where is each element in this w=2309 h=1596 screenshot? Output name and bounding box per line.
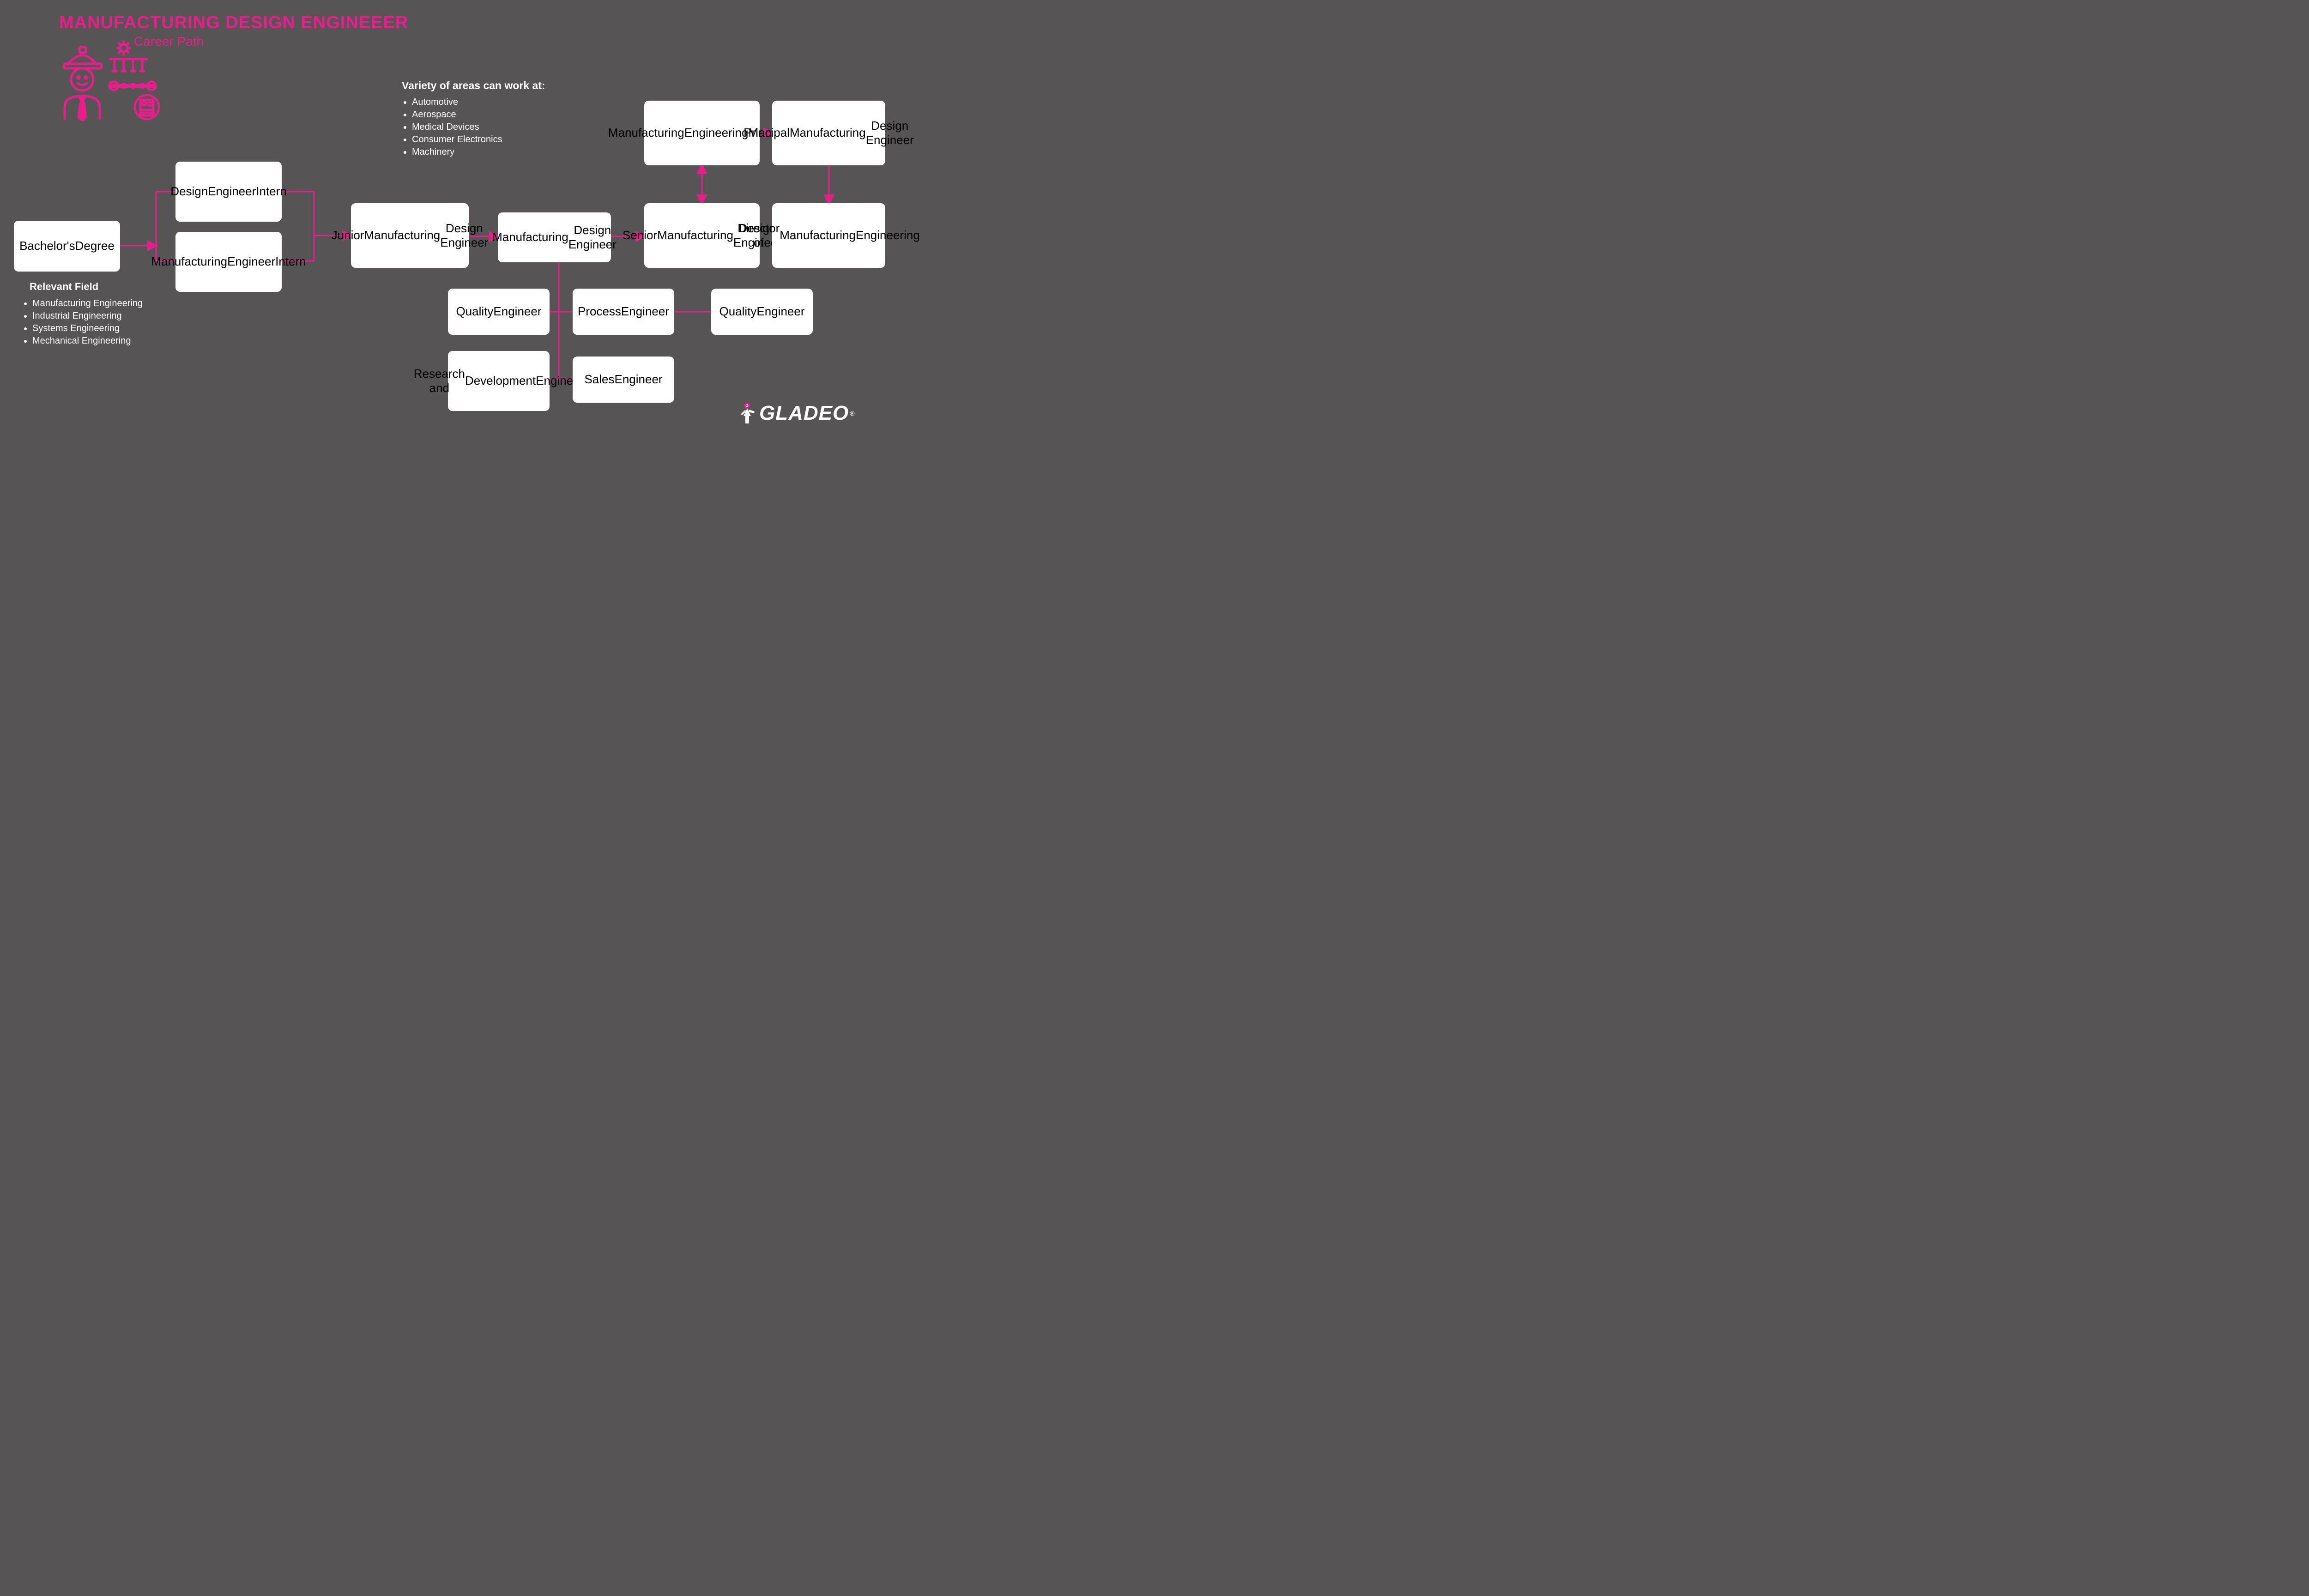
relevant-field-heading: Relevant Field — [30, 281, 98, 293]
node-mfg-engineering-manager: ManufacturingEngineeringManager — [644, 101, 760, 165]
relevant-field-list: Manufacturing Engineering Industrial Engi… — [22, 296, 143, 348]
relevant-list-item: Mechanical Engineering — [32, 336, 143, 346]
node-design-engineer-intern: DesignEngineerIntern — [175, 162, 282, 222]
node-principal-mde: PrincipalManufacturingDesign Engineer — [772, 101, 885, 165]
relevant-list-item: Industrial Engineering — [32, 311, 143, 321]
relevant-list-item: Manufacturing Engineering — [32, 298, 143, 309]
relevant-list-item: Systems Engineering — [32, 323, 143, 334]
node-bachelors-degree: Bachelor'sDegree — [14, 221, 120, 272]
node-director-mfg-engineering: Director ofManufacturingEngineering — [772, 203, 885, 268]
areas-list-item: Machinery — [412, 147, 502, 157]
svg-text:G: G — [745, 404, 749, 408]
logo-text: GLADEO — [759, 402, 849, 425]
node-manufacturing-engineer-intern: ManufacturingEngineerIntern — [175, 232, 282, 292]
node-quality-engineer-2: QualityEngineer — [711, 289, 813, 335]
node-junior-mde: JuniorManufacturingDesign Engineer — [351, 203, 469, 268]
node-sales-engineer: SalesEngineer — [573, 357, 674, 403]
engineer-icon — [54, 38, 161, 123]
areas-list-item: Medical Devices — [412, 122, 502, 133]
page-title: MANUFACTURING DESIGN ENGINEEER — [59, 13, 408, 33]
node-rnd-engineer: Research andDevelopmentEngineer — [448, 351, 550, 411]
node-process-engineer: ProcessEngineer — [573, 289, 674, 335]
node-quality-engineer-1: QualityEngineer — [448, 289, 550, 335]
areas-list-item: Automotive — [412, 97, 502, 108]
areas-list-item: Consumer Electronics — [412, 134, 502, 145]
gladeo-logo: G GLADEO ® — [739, 402, 855, 425]
areas-list: AutomotiveAerospace Medical DevicesConsum… — [402, 95, 502, 159]
node-mde: ManufacturingDesign Engineer — [498, 212, 611, 262]
areas-list-item: Aerospace — [412, 109, 502, 120]
areas-heading: Variety of areas can work at: — [402, 79, 545, 92]
